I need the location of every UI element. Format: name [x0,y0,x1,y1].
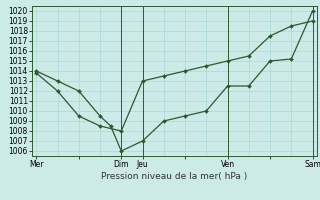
X-axis label: Pression niveau de la mer( hPa ): Pression niveau de la mer( hPa ) [101,172,248,181]
